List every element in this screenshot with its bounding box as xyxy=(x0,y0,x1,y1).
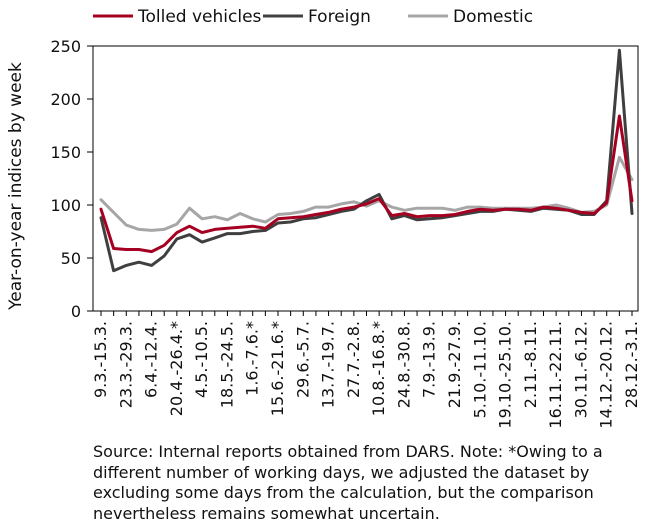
note-line: different number of working days, we adj… xyxy=(93,462,590,482)
y-tick-label: 250 xyxy=(50,37,81,56)
x-tick-label: 9.3.-15.3. xyxy=(91,321,110,398)
x-tick-label: 6.4.-12.4. xyxy=(142,321,161,398)
note-line: nevertheless remains somewhat uncertain. xyxy=(93,503,440,523)
series-line-tolled-vehicles xyxy=(99,114,634,254)
x-tick-label: 30.11.-6.12. xyxy=(571,321,590,418)
series-line-domestic xyxy=(99,155,634,232)
x-tick-label: 10.8.-16.8.* xyxy=(369,321,388,416)
y-axis-label: Year-on-year indices by week xyxy=(6,62,26,311)
note-line: excluding some days from the calculation… xyxy=(93,483,594,502)
x-tick-label: 5.10.-11.10. xyxy=(470,321,489,418)
x-tick-label: 18.5.-24.5. xyxy=(217,321,236,408)
x-tick-label: 28.12.-3.1. xyxy=(622,321,641,408)
x-tick-label: 15.6.-21.6.* xyxy=(268,321,287,416)
x-tick-label: 16.11.-22.11. xyxy=(546,321,565,429)
legend-label: Foreign xyxy=(308,7,371,27)
note-line: Source: Internal reports obtained from D… xyxy=(93,442,603,461)
y-tick-label: 50 xyxy=(61,249,81,268)
y-tick-label: 0 xyxy=(71,302,81,321)
x-tick-label: 13.7.-19.7. xyxy=(319,321,338,408)
x-tick-label: 27.7.-2.8. xyxy=(344,321,363,398)
x-tick-label: 19.10.-25.10. xyxy=(496,321,515,429)
x-axis: 9.3.-15.3. 23.3.-29.3. 6.4.-12.4. 20.4.-26.… xyxy=(91,311,641,429)
legend-label: Tolled vehicles xyxy=(137,7,262,27)
plot-area xyxy=(92,45,639,312)
y-axis: 0 50 100 150 200 250 xyxy=(50,37,93,321)
x-tick-label: 1.6.-7.6.* xyxy=(243,321,262,396)
y-tick-label: 200 xyxy=(50,90,81,109)
legend-label: Domestic xyxy=(453,7,533,27)
y-tick-label: 150 xyxy=(50,143,81,162)
legend: Tolled vehicles Foreign Domestic xyxy=(93,7,533,27)
x-tick-label: 24.8.-30.8. xyxy=(394,321,413,408)
x-tick-label: 21.9.-27.9. xyxy=(445,321,464,408)
x-tick-label: 7.9.-13.9. xyxy=(420,321,439,398)
x-tick-label: 20.4.-26.4.* xyxy=(167,321,186,416)
series-lines xyxy=(99,48,634,273)
x-tick-label: 29.6.-5.7. xyxy=(293,321,312,398)
x-tick-label: 23.3.-29.3. xyxy=(116,321,135,408)
source-note: Source: Internal reports obtained from D… xyxy=(93,442,613,524)
x-tick-label: 2.11.-8.11. xyxy=(521,321,540,408)
series-line-foreign xyxy=(99,48,634,273)
x-tick-label: 14.12.-20.12. xyxy=(597,321,616,429)
y-tick-label: 100 xyxy=(50,196,81,215)
x-tick-label: 4.5.-10.5. xyxy=(192,321,211,398)
